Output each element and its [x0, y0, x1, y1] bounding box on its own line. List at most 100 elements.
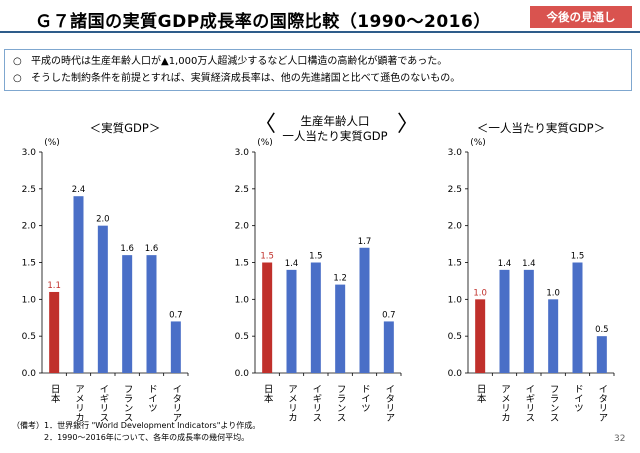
- x-category-label: イタリア: [596, 384, 608, 422]
- summary-item: ○ 平成の時代は生産年齢人口が▲1,000万人超減少するなど人口構造の高齢化が顕著…: [13, 53, 623, 70]
- x-category-label: フランス: [335, 384, 346, 422]
- chart-working-age-gdp: (%) 0.0 0.5 1.0 1.5 2.0 2.5 3.0 1.5 日本 1.4 アメリカ 1.5 イ…: [235, 138, 402, 422]
- y-tick-label: 0.5: [448, 332, 462, 342]
- x-category-label: 日本: [475, 384, 487, 404]
- bar-value-label: 1.4: [285, 259, 299, 269]
- y-unit-label: (%): [44, 138, 60, 148]
- bar: [310, 262, 321, 373]
- x-category-label: イタリア: [383, 384, 395, 422]
- x-category-label: 日本: [49, 384, 61, 404]
- y-tick-label: 0.0: [235, 369, 250, 379]
- bar: [97, 225, 108, 373]
- bar: [73, 196, 84, 373]
- bar-value-label: 2.4: [72, 185, 86, 195]
- y-tick-label: 2.0: [22, 222, 37, 232]
- outlook-badge: 今後の見通し: [530, 6, 632, 28]
- chart-title-working-age: 生産年齢人口 一人当たり実質GDP: [268, 114, 402, 144]
- summary-box: ○ 平成の時代は生産年齢人口が▲1,000万人超減少するなど人口構造の高齢化が顕著…: [4, 49, 632, 91]
- page-title: Ｇ７諸国の実質GDP成長率の国際比較（1990〜2016）: [35, 12, 491, 32]
- bar: [286, 269, 297, 373]
- y-tick-label: 0.5: [22, 332, 36, 342]
- bar: [499, 269, 510, 373]
- x-category-label: フランス: [122, 384, 133, 422]
- x-category-label: イギリス: [310, 384, 322, 422]
- bracket-left: 〈: [254, 112, 277, 137]
- bar-value-label: 0.5: [595, 325, 609, 335]
- bar-value-label: 1.2: [333, 274, 347, 284]
- x-category-label: フランス: [548, 384, 559, 422]
- x-category-label: アメリカ: [286, 384, 297, 422]
- bar: [523, 269, 534, 373]
- bar-value-label: 1.5: [309, 252, 323, 262]
- bar: [383, 321, 394, 373]
- bullet-icon: ○: [13, 73, 22, 84]
- y-tick-label: 1.0: [448, 295, 463, 305]
- bar: [170, 321, 181, 373]
- bar-value-label: 1.0: [546, 288, 560, 298]
- bar: [122, 255, 133, 373]
- bracket-right: 〉: [397, 112, 420, 137]
- bar: [49, 291, 60, 373]
- bar-value-label: 0.7: [382, 310, 396, 320]
- y-unit-label: (%): [257, 138, 273, 148]
- bar-value-label: 1.7: [358, 237, 372, 247]
- footnote-line: 2．1990〜2016年について、各年の成長率の幾何平均。: [12, 433, 250, 442]
- page-number: 32: [614, 434, 626, 444]
- summary-item: ○ そうした制約条件を前提とすれば、実質経済成長率は、他の先進諸国と比べて遜色のな…: [13, 70, 623, 87]
- x-category-label: アメリカ: [499, 384, 510, 422]
- y-tick-label: 0.0: [22, 369, 37, 379]
- x-category-label: 日本: [262, 384, 274, 404]
- bar-value-label: 1.6: [120, 244, 134, 254]
- bar: [335, 284, 346, 373]
- bar-value-label: 1.4: [522, 259, 536, 269]
- x-category-label: イギリス: [97, 384, 109, 422]
- bar: [572, 262, 583, 373]
- y-tick-label: 2.0: [235, 222, 250, 232]
- x-category-label: ドイツ: [146, 384, 158, 413]
- bar: [596, 336, 607, 373]
- bar-value-label: 1.6: [145, 244, 159, 254]
- y-tick-label: 1.5: [235, 259, 249, 269]
- summary-text: 平成の時代は生産年齢人口が▲1,000万人超減少するなど人口構造の高齢化が顕著で…: [31, 56, 448, 67]
- chart-title-line: 一人当たり実質GDP: [282, 129, 388, 143]
- y-tick-label: 1.0: [22, 295, 37, 305]
- summary-text: そうした制約条件を前提とすれば、実質経済成長率は、他の先進諸国と比べて遜色のない…: [31, 73, 461, 84]
- y-tick-label: 3.0: [448, 148, 463, 158]
- bar-value-label: 1.5: [571, 252, 585, 262]
- bar: [475, 299, 486, 373]
- x-category-label: イギリス: [523, 384, 535, 422]
- bullet-icon: ○: [13, 56, 22, 67]
- bar-value-label: 2.0: [96, 215, 110, 225]
- y-tick-label: 0.0: [448, 369, 463, 379]
- bar: [146, 255, 157, 373]
- y-tick-label: 2.5: [448, 185, 462, 195]
- y-tick-label: 3.0: [235, 148, 250, 158]
- bar: [359, 247, 370, 373]
- x-category-label: ドイツ: [359, 384, 371, 413]
- chart-title-line: 生産年齢人口: [300, 114, 370, 128]
- x-category-label: ドイツ: [572, 384, 584, 413]
- chart-per-capita-gdp: (%) 0.0 0.5 1.0 1.5 2.0 2.5 3.0 1.0 日本 1.4 アメリカ 1.4 イ…: [448, 138, 615, 422]
- chart-title-gdp: ＜実質GDP＞: [89, 121, 161, 135]
- chart-title-per-capita: ＜一人当たり実質GDP＞: [476, 121, 606, 135]
- y-tick-label: 2.5: [235, 185, 249, 195]
- chart-real-gdp: (%) 0.0 0.5 1.0 1.5 2.0 2.5 3.0 1.1 日本 2.4 アメリカ 2.0 イ…: [22, 138, 189, 422]
- bar: [548, 299, 559, 373]
- bar-value-label: 1.0: [473, 288, 487, 298]
- y-unit-label: (%): [470, 138, 486, 148]
- footnote-line: （備考）1．世界銀行 "World Development Indicators…: [12, 421, 261, 430]
- bar-value-label: 1.5: [260, 252, 274, 262]
- title-divider: [0, 31, 640, 33]
- y-tick-label: 2.0: [448, 222, 463, 232]
- x-category-label: アメリカ: [73, 384, 84, 422]
- bar-value-label: 1.4: [498, 259, 512, 269]
- bar-value-label: 0.7: [169, 310, 183, 320]
- bar: [262, 262, 273, 373]
- bar-value-label: 1.1: [47, 281, 61, 291]
- footnotes: （備考）1．世界銀行 "World Development Indicators…: [12, 420, 260, 444]
- y-tick-label: 1.5: [22, 259, 36, 269]
- x-category-label: イタリア: [170, 384, 182, 422]
- y-tick-label: 2.5: [22, 185, 36, 195]
- y-tick-label: 0.5: [235, 332, 249, 342]
